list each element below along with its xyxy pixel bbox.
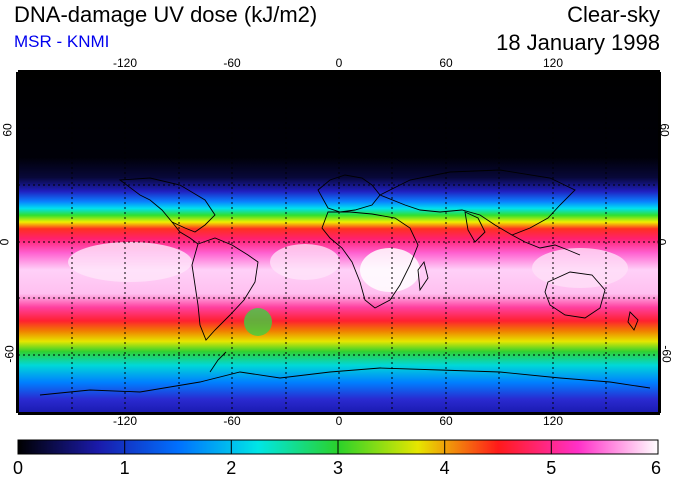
coast-africa [321, 211, 419, 309]
coast-antarctica [39, 367, 651, 396]
lon-tick-top: -60 [223, 56, 241, 70]
frame-bottom [18, 412, 660, 415]
colorbar-ticks [124, 440, 552, 454]
lat-tick-left: -60 [2, 345, 17, 363]
lon-tick-bottom: 0 [335, 414, 343, 428]
coast-south-america [191, 237, 259, 341]
uv-peak-atlantic [270, 244, 340, 280]
lat-tick-right: 0 [654, 238, 669, 246]
uv-peak-australia [532, 248, 628, 288]
source-label: MSR - KNMI [14, 32, 110, 51]
colorbar-label: 4 [439, 458, 450, 478]
colorbar-label: 6 [650, 458, 662, 478]
colorbar-label: 5 [546, 458, 557, 478]
lon-tick-top: 0 [335, 56, 343, 70]
coast-india [464, 211, 486, 243]
coastlines [39, 169, 651, 396]
lat-tick-right: 60 [657, 123, 672, 137]
frame-top [18, 70, 660, 73]
lon-tick-top: 120 [542, 56, 564, 70]
coast-southeast-asia [511, 234, 581, 256]
sky-condition: Clear-sky [567, 2, 660, 27]
coast-antarctic-peninsula [209, 351, 227, 373]
lat-tick-right: -60 [659, 345, 674, 363]
map-date: 18 January 1998 [496, 30, 660, 55]
lon-tick-top: -120 [112, 56, 138, 70]
lon-tick-top: 60 [439, 56, 453, 70]
coast-new-zealand [627, 311, 639, 331]
coast-asia [378, 169, 576, 236]
frame-left [16, 72, 19, 413]
coast-australia [544, 271, 606, 319]
lat-tick-left: 60 [0, 123, 15, 137]
uv-peak-africa [360, 248, 420, 292]
colorbar-label: 1 [119, 458, 130, 478]
map-title: DNA-damage UV dose (kJ/m2) [14, 2, 318, 27]
lat-tick-left: 0 [0, 239, 11, 246]
coast-north-america [118, 177, 216, 233]
lon-tick-bottom: -60 [223, 414, 241, 428]
lon-tick-bottom: 60 [439, 414, 453, 428]
graticule [18, 72, 660, 412]
lon-tick-bottom: 120 [542, 414, 564, 428]
colorbar-label: 0 [12, 458, 24, 478]
coast-madagascar [417, 260, 429, 292]
colorbar-label: 2 [226, 458, 237, 478]
uv-peak-pacific [68, 242, 192, 282]
uv-low-southatlantic [244, 308, 272, 336]
colorbar-label: 3 [332, 458, 344, 478]
coast-central-america [171, 221, 199, 245]
lon-tick-bottom: -120 [112, 414, 138, 428]
